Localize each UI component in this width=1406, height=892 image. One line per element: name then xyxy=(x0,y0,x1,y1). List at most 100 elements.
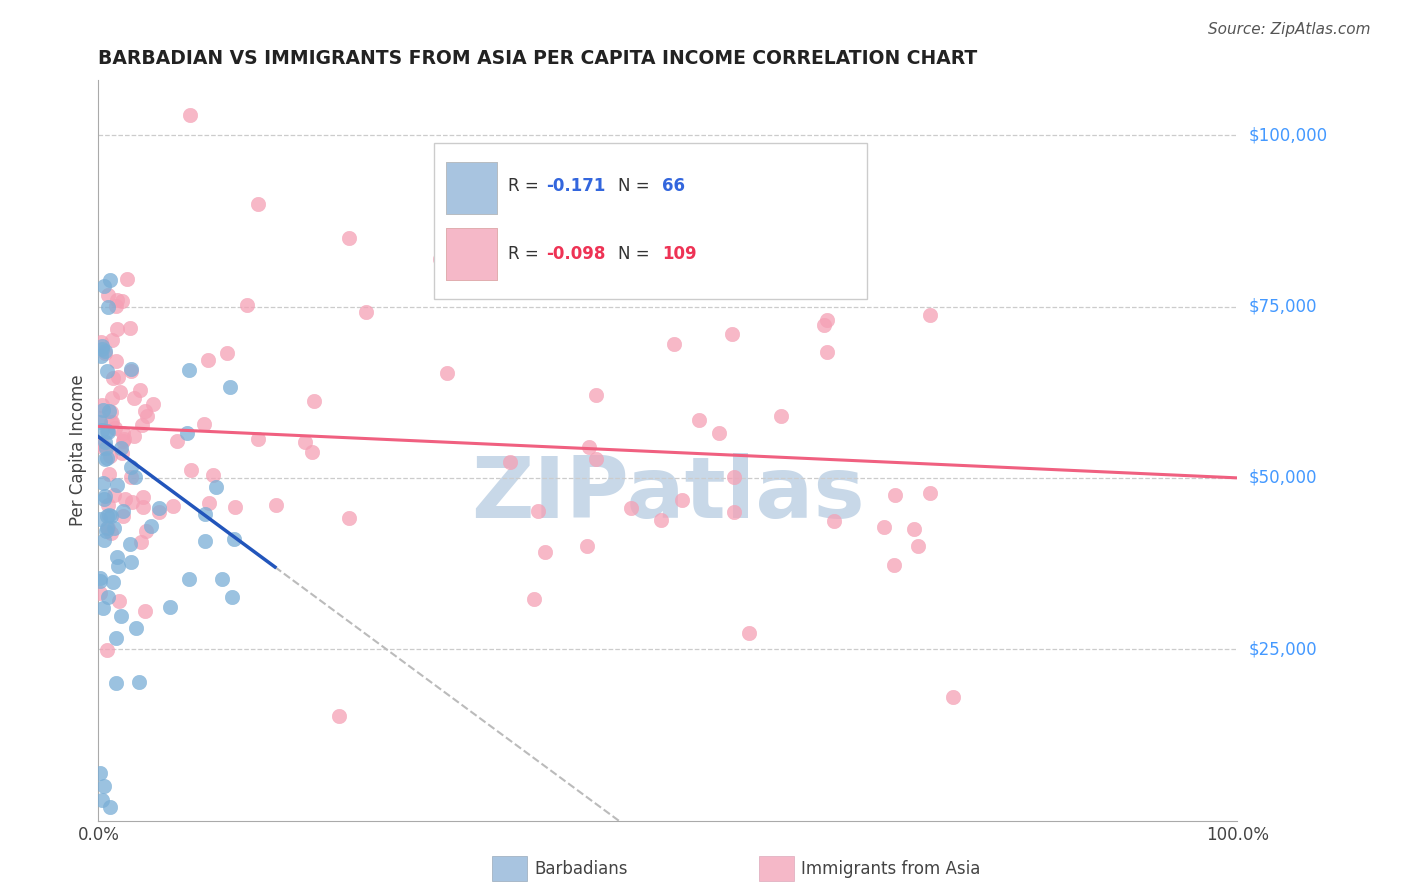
Point xyxy=(108,384,131,399)
Point xyxy=(177,363,200,377)
Point xyxy=(120,364,142,378)
Point xyxy=(97,288,120,302)
Point xyxy=(97,508,120,523)
Point xyxy=(89,415,111,429)
Point xyxy=(105,550,128,565)
Point xyxy=(100,509,122,524)
Point xyxy=(120,362,142,376)
Point xyxy=(120,555,142,569)
Point xyxy=(100,391,122,405)
Point xyxy=(100,405,122,419)
Point xyxy=(302,394,325,409)
Text: N =: N = xyxy=(617,245,655,263)
Point xyxy=(118,321,141,335)
Point xyxy=(883,558,905,572)
Point xyxy=(696,285,718,299)
Point xyxy=(89,574,111,589)
Point xyxy=(301,444,323,458)
Point xyxy=(89,570,111,584)
Point xyxy=(215,346,238,360)
Point xyxy=(98,800,121,814)
Text: $25,000: $25,000 xyxy=(1249,640,1317,658)
Point xyxy=(91,436,114,450)
Point xyxy=(236,297,259,311)
Point xyxy=(93,489,115,503)
Point xyxy=(111,426,134,441)
Point xyxy=(110,293,132,308)
Point xyxy=(129,534,152,549)
Point xyxy=(193,507,215,521)
FancyBboxPatch shape xyxy=(446,228,498,280)
Point xyxy=(94,345,117,359)
Point xyxy=(688,413,710,427)
Point xyxy=(224,500,246,515)
Point xyxy=(534,545,557,559)
Point xyxy=(96,300,118,314)
Point xyxy=(104,421,127,435)
Point xyxy=(721,327,744,342)
Point xyxy=(96,424,118,438)
Point xyxy=(118,537,141,551)
Point xyxy=(134,604,156,618)
Point xyxy=(211,572,233,586)
Point xyxy=(96,451,118,466)
Point xyxy=(91,601,114,615)
Point xyxy=(97,590,120,604)
Point xyxy=(162,500,184,514)
Point xyxy=(128,675,150,690)
Point xyxy=(142,397,165,411)
Text: N =: N = xyxy=(617,178,655,195)
Point xyxy=(91,403,114,417)
Point xyxy=(815,345,838,359)
Point xyxy=(429,252,451,266)
Point xyxy=(108,594,131,608)
Point xyxy=(813,318,835,332)
Point xyxy=(328,708,350,723)
Point xyxy=(129,384,152,398)
Point xyxy=(97,425,120,439)
Point xyxy=(96,642,118,657)
Text: BARBADIAN VS IMMIGRANTS FROM ASIA PER CAPITA INCOME CORRELATION CHART: BARBADIAN VS IMMIGRANTS FROM ASIA PER CA… xyxy=(98,48,977,68)
Text: $100,000: $100,000 xyxy=(1249,126,1327,145)
Point xyxy=(585,452,607,467)
Text: $75,000: $75,000 xyxy=(1249,298,1317,316)
Point xyxy=(585,388,607,402)
Point xyxy=(671,492,693,507)
Point xyxy=(194,533,217,548)
Point xyxy=(903,522,925,536)
Point xyxy=(132,500,155,514)
Point xyxy=(723,505,745,519)
Point xyxy=(110,446,132,460)
Point xyxy=(111,434,134,448)
Point xyxy=(89,334,111,349)
Point xyxy=(499,455,522,469)
Point xyxy=(202,467,225,482)
Point xyxy=(107,370,129,384)
Point xyxy=(337,511,360,525)
Point xyxy=(148,501,170,516)
Point xyxy=(110,442,132,456)
Point xyxy=(204,480,226,494)
Point xyxy=(110,608,132,623)
Point xyxy=(815,313,838,327)
Text: R =: R = xyxy=(509,178,544,195)
FancyBboxPatch shape xyxy=(446,161,498,213)
Point xyxy=(101,415,124,429)
Point xyxy=(96,508,118,523)
Point xyxy=(247,433,270,447)
Text: -0.098: -0.098 xyxy=(546,245,606,263)
Point xyxy=(93,533,115,547)
Point xyxy=(104,632,127,646)
Point xyxy=(90,793,112,807)
Point xyxy=(662,336,685,351)
Point xyxy=(136,409,159,424)
Point xyxy=(942,690,965,705)
Point xyxy=(105,300,128,314)
Point xyxy=(94,442,117,456)
Point xyxy=(105,293,128,308)
Point xyxy=(112,504,135,518)
Point xyxy=(100,333,122,347)
Point xyxy=(180,463,202,477)
Point xyxy=(97,467,120,482)
Point xyxy=(176,426,198,441)
